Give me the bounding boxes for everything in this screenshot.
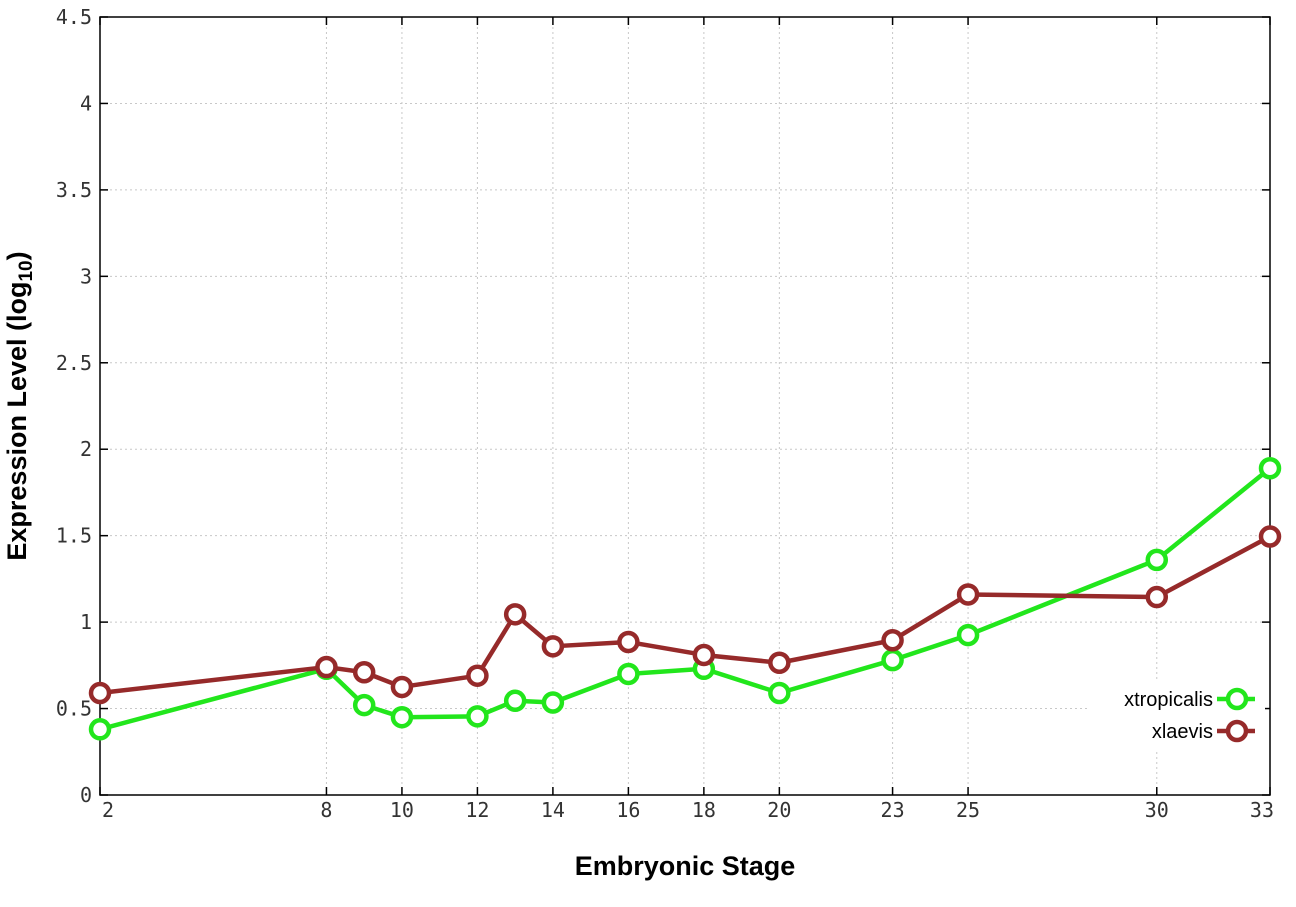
x-tick-label: 14 <box>541 798 565 822</box>
x-tick-label: 2 <box>102 798 114 822</box>
data-point <box>1258 456 1282 480</box>
data-point <box>503 603 527 626</box>
legend: xtropicalis xlaevis <box>1090 679 1265 751</box>
y-tick-label: 4 <box>80 91 92 115</box>
legend-item-xtropicalis: xtropicalis <box>1124 687 1255 711</box>
legend-swatch-marker <box>1225 687 1249 711</box>
legend-item-xlaevis: xlaevis <box>1152 719 1255 743</box>
data-point <box>692 643 716 667</box>
series-xtropicalis <box>88 456 1282 741</box>
data-point <box>956 623 980 647</box>
data-point <box>1258 525 1282 548</box>
x-tick-label: 25 <box>956 798 980 822</box>
legend-swatch-marker <box>1225 719 1249 743</box>
x-tick-label: 8 <box>320 798 332 822</box>
data-point <box>352 693 376 717</box>
data-point <box>466 705 489 728</box>
data-point <box>768 651 791 674</box>
data-point <box>617 630 640 654</box>
data-point <box>617 662 640 686</box>
y-tick-label: 2.5 <box>56 351 92 375</box>
y-tick-label: 2 <box>80 437 92 461</box>
plot-frame <box>99 16 1271 796</box>
series-xlaevis <box>88 525 1282 705</box>
y-axis-title-close: ) <box>2 251 32 260</box>
data-point <box>88 718 112 741</box>
data-point <box>541 635 565 658</box>
x-tick-label: 18 <box>692 798 716 822</box>
data-point <box>881 648 904 672</box>
x-axis-title: Embryonic Stage <box>575 851 796 881</box>
y-axis-title-subscript: 10 <box>16 260 37 281</box>
x-tick-label: 16 <box>616 798 640 822</box>
legend-label: xtropicalis <box>1124 689 1213 711</box>
y-tick-label: 0.5 <box>56 697 92 721</box>
y-tick-label: 0 <box>80 783 92 807</box>
y-tick-label: 3.5 <box>56 178 92 202</box>
x-tick-label: 23 <box>881 798 905 822</box>
x-tick-label: 30 <box>1145 798 1169 822</box>
data-point <box>466 664 489 687</box>
axis-ticks: 0 0.5 1 1.5 2 2.5 3 3.5 4 4.5 2 8 10 12 14 16 18 20 23 25 30… <box>56 5 1274 822</box>
data-point <box>1145 548 1169 572</box>
series-lines <box>88 456 1282 741</box>
x-tick-label: 10 <box>390 798 414 822</box>
grid-lines <box>100 17 1270 795</box>
y-axis-title-main: Expression Level (log <box>2 282 32 561</box>
y-tick-label: 1.5 <box>56 524 92 548</box>
data-point <box>390 705 414 729</box>
data-point <box>390 675 414 699</box>
data-point <box>956 583 980 606</box>
x-tick-label: 33 <box>1250 798 1274 822</box>
y-tick-label: 3 <box>80 264 92 288</box>
data-point <box>881 629 904 652</box>
y-axis-title: Expression Level (log10) <box>2 251 37 560</box>
data-point <box>88 681 112 705</box>
data-point <box>315 655 338 679</box>
y-tick-label: 1 <box>80 610 92 634</box>
data-point <box>1145 585 1169 609</box>
x-tick-label: 20 <box>767 798 791 822</box>
data-point <box>352 660 376 684</box>
y-tick-label: 4.5 <box>56 5 92 29</box>
x-tick-label: 12 <box>465 798 489 822</box>
data-point <box>503 689 527 713</box>
data-point <box>541 691 565 714</box>
data-point <box>768 681 791 705</box>
legend-label: xlaevis <box>1152 721 1213 743</box>
